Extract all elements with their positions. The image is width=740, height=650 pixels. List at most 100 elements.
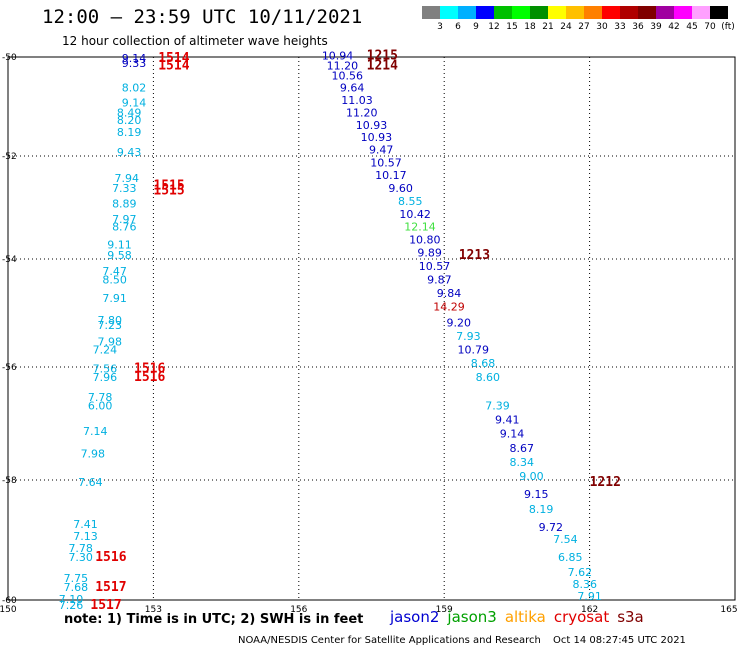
wave-height-value: 8.02 [122,82,147,95]
wave-height-value: 7.10 [59,593,84,606]
wave-height-value: 9.58 [107,249,132,262]
wave-height-value: 8.50 [102,273,127,286]
wave-height-value: 9.60 [388,182,413,195]
wave-height-value: 10.57 [370,156,402,169]
colorbar-swatch [602,6,620,19]
colorbar-label: 42 [668,22,680,32]
wave-height-value: 7.98 [98,335,123,348]
colorbar-swatch [656,6,674,19]
wave-height-value: 9.00 [519,470,544,483]
colorbar-label: 33 [614,22,626,32]
wave-height-value: 10.79 [458,344,490,357]
satellite-legend: jason2 jason3 altika cryosat s3a [390,608,652,626]
wave-height-value: 9.72 [539,521,564,534]
wave-height-value: 7.97 [112,213,137,226]
colorbar-swatch [566,6,584,19]
colorbar-swatch [584,6,602,19]
wave-height-value: 6.00 [88,399,113,412]
wave-height-value: 9.14 [122,52,147,65]
colorbar-label: 39 [650,22,662,32]
lon-tick-label: 153 [145,605,162,615]
wave-height-value: 7.75 [64,572,89,585]
wave-height-value: 11.20 [346,106,378,119]
credit-text: NOAA/NESDIS Center for Satellite Applica… [238,635,541,646]
wave-height-value: 7.41 [73,518,98,531]
wave-height-value: 9.20 [446,317,471,330]
colorbar-swatch [674,6,692,19]
wave-height-value: 11.20 [327,59,359,72]
satellite-legend-item: cryosat [553,608,610,626]
wave-height-value: 10.17 [375,169,407,182]
colorbar-label: 18 [524,22,536,32]
wave-height-value: 7.14 [83,425,108,438]
colorbar-swatch [620,6,638,19]
wave-height-value: 8.76 [112,221,137,234]
colorbar-label: 21 [542,22,554,32]
wave-height-value: 9.14 [500,428,525,441]
pass-number-label: 1215 [367,48,398,63]
map-border [7,56,736,601]
pass-number-label: 1514 [158,58,189,73]
wave-height-value: 7.30 [68,551,93,564]
pass-number-label: 1214 [367,58,398,73]
colorbar-label: 45 [686,22,698,32]
wave-height-value: 7.78 [68,542,93,555]
wave-height-value: 6.85 [558,551,583,564]
wave-height-value: 7.78 [88,391,113,404]
colorbar-label: 6 [455,22,461,32]
lat-tick-label: -54 [2,255,17,265]
wave-height-value: 10.94 [322,49,354,62]
wave-height-value: 7.94 [114,172,139,185]
pass-number-label: 1516 [134,362,165,377]
wave-height-value: 10.57 [419,260,451,273]
wave-height-value: 11.03 [341,94,373,107]
wave-height-value: 8.36 [573,578,598,591]
lat-tick-label: -60 [2,596,17,606]
wave-height-value: 10.56 [332,69,364,82]
wave-height-value: 8.89 [112,198,137,211]
lon-tick-label: 159 [436,605,453,615]
wave-height-value: 7.33 [112,182,137,195]
pass-number-label: 1516 [134,370,165,385]
wave-height-value: 9.33 [122,57,147,70]
colorbar-label: 24 [560,22,572,32]
wave-height-value: 9.87 [427,273,452,286]
colorbar-swatch [512,6,530,19]
wave-height-value: 10.42 [399,208,431,221]
wave-height-value: 8.19 [117,126,142,139]
pass-number-label: 1516 [95,550,126,565]
colorbar-swatch [494,6,512,19]
lon-tick-label: 165 [720,605,737,615]
wave-height-value: 7.54 [553,533,578,546]
wave-height-value: 9.14 [122,97,147,110]
wave-height-value: 9.64 [340,82,365,95]
wave-height-value: 8.67 [509,442,534,455]
wave-height-value: 7.80 [98,314,123,327]
wave-height-value: 7.62 [568,566,593,579]
colorbar-swatch [476,6,494,19]
wave-height-value: 7.24 [93,344,118,357]
colorbar-label: 70 [704,22,716,32]
satellite-legend-item: altika [504,608,546,626]
pass-number-label: 1517 [90,598,121,613]
pass-number-label: 1517 [95,580,126,595]
wave-height-value: 7.56 [93,363,118,376]
footer-note: note: 1) Time is in UTC; 2) SWH is in fe… [64,612,364,627]
pass-number-label: 1212 [590,475,621,490]
wave-height-value: 8.55 [398,195,423,208]
wave-height-value: 7.13 [73,530,98,543]
page-subtitle: 12 hour collection of altimeter wave hei… [62,34,328,48]
wave-height-value: 8.60 [476,371,501,384]
colorbar-label: 30 [596,22,608,32]
pass-number-label: 1514 [158,51,189,66]
wave-height-value: 7.68 [64,581,89,594]
lat-tick-label: -58 [2,476,17,486]
wave-height-value: 7.91 [577,590,602,603]
colorbar-label: 3 [437,22,443,32]
colorbar-label: 9 [473,22,479,32]
colorbar-swatch [692,6,710,19]
wave-height-value: 7.47 [102,265,127,278]
wave-height-value: 8.34 [509,456,534,469]
lon-tick-label: 162 [581,605,598,615]
satellite-legend-item: jason2 [390,608,440,626]
